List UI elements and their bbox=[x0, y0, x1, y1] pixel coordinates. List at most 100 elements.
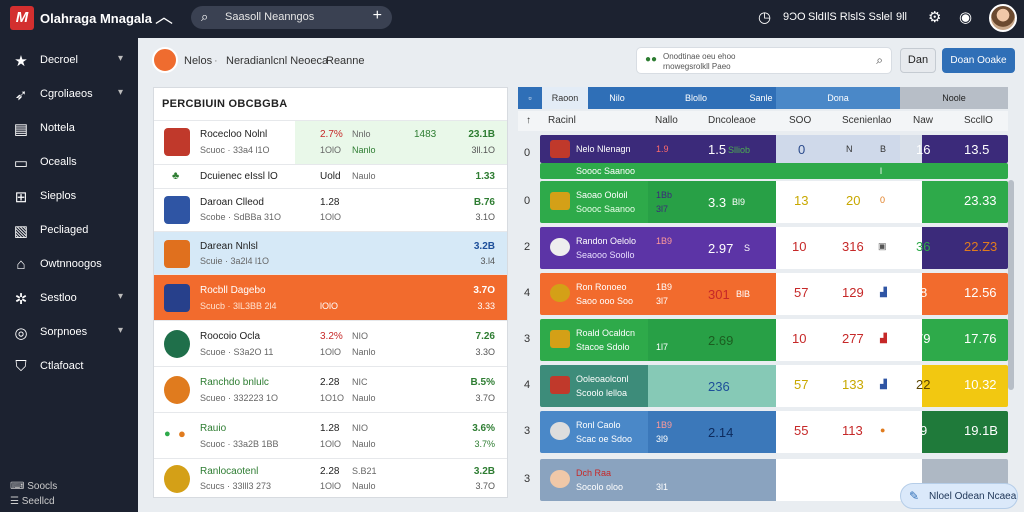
match-row[interactable]: 0 Nelo Nlenagn 1.9 1.5 Slliob 0 N B 16 1… bbox=[518, 135, 1008, 179]
sidebar-item-6[interactable]: ▧ Pecliaged bbox=[0, 216, 138, 246]
table-row[interactable]: Darean Nnlsl Scuie · 3a2l4 l1O 3.2B 3.l4 bbox=[154, 231, 507, 274]
column-header[interactable]: Nilo bbox=[588, 87, 646, 109]
sidebar-item-label: Owtnnoogos bbox=[40, 258, 102, 270]
match-row[interactable]: 3 Ronl Caolo Scac oe Sdoo 1B9 3l9 2.14 5… bbox=[518, 411, 1008, 453]
doc-icon[interactable]: ▣ bbox=[878, 241, 887, 251]
team-logo bbox=[152, 47, 178, 73]
row-index: 3 bbox=[524, 333, 531, 345]
stat-value: 133 bbox=[842, 377, 864, 392]
filter-input[interactable]: ●● Onodtinae oeu ehoo rnowegsrolkll Paeo… bbox=[636, 47, 892, 74]
sidebar-item-7[interactable]: ⌂ Owtnnoogos bbox=[0, 250, 138, 280]
chart-icon[interactable]: ▟ bbox=[880, 379, 887, 389]
stat-value: 1Bb bbox=[656, 190, 673, 200]
sidebar-item-5[interactable]: ⊞ Sieplos bbox=[0, 182, 138, 212]
topbar-stat[interactable]: 9ƆO bbox=[783, 11, 806, 23]
sidebar-item-8[interactable]: ✲ Sestloo ▾ bbox=[0, 284, 138, 314]
breadcrumb-item-1[interactable]: Nelos bbox=[184, 55, 213, 67]
match-row[interactable]: 3 Roald Ocaldcn Stacoe Sdolo 1l7 2.69 10… bbox=[518, 319, 1008, 361]
app-logo[interactable]: M bbox=[10, 6, 34, 30]
stat-value: 1B9 bbox=[656, 282, 673, 292]
topbar-links[interactable]: SldIlS RlslS Sslel bbox=[808, 11, 893, 23]
odds-value: 13.5 bbox=[964, 142, 990, 157]
odds-value: 7.26 bbox=[475, 331, 495, 342]
stat-label: Nnlo bbox=[352, 129, 371, 139]
table-row[interactable]: Ranlocaotenl Scucs · 33lll3 273 2.28 1Ol… bbox=[154, 458, 507, 498]
table-row[interactable]: Daroan Clleod Scobe · SdBBa 31O 1.28 1Ol… bbox=[154, 188, 507, 231]
search-bar[interactable]: ⌕ Saasoll Neanngos + bbox=[191, 6, 392, 29]
row-index: 2 bbox=[524, 241, 531, 253]
odds-sub: 3.7O bbox=[475, 393, 495, 403]
sort-icon[interactable]: ↑ bbox=[526, 115, 531, 126]
team-name: Roocoio Ocla bbox=[200, 331, 261, 342]
add-icon[interactable]: + bbox=[372, 7, 382, 24]
search-input[interactable]: Saasoll Neanngos bbox=[225, 11, 315, 23]
team-badge-icon bbox=[550, 330, 570, 348]
ball-icon[interactable]: ● bbox=[880, 425, 886, 435]
sidebar-item-2[interactable]: ➶ Cgroliaeos ▾ bbox=[0, 80, 138, 110]
chevron-down-icon: ▾ bbox=[118, 87, 124, 98]
stat-value: 13 bbox=[794, 193, 809, 208]
row-index: 0 bbox=[524, 147, 531, 159]
vertical-scrollbar[interactable] bbox=[1008, 180, 1014, 390]
stat-sub: S bbox=[744, 243, 751, 253]
stat-value: 3.2% bbox=[320, 331, 343, 342]
clock-icon[interactable]: ◷ bbox=[758, 9, 772, 26]
team-badge-icon bbox=[164, 465, 190, 493]
column-header[interactable]: Sanle bbox=[746, 87, 776, 109]
odds-value: 10.32 bbox=[964, 377, 997, 392]
search-icon[interactable]: ⌕ bbox=[876, 53, 883, 67]
sidebar-item-label: Pecliaged bbox=[40, 224, 89, 236]
sidebar-item-3[interactable]: ▤ Nottela bbox=[0, 114, 138, 144]
breadcrumb-item-2[interactable]: Neradianlcnl Neoeca bbox=[226, 55, 329, 67]
topbar-count[interactable]: 9ll bbox=[896, 11, 908, 23]
team-badge-icon bbox=[550, 140, 570, 158]
shield-icon: ⛉ bbox=[15, 358, 27, 375]
chevron-up-icon[interactable]: ︿ bbox=[155, 7, 173, 27]
odds-sub: 3ll.1O bbox=[471, 145, 495, 155]
gear-icon[interactable]: ⚙ bbox=[928, 9, 942, 26]
sidebar-item-label: Decroel bbox=[40, 54, 78, 66]
match-row[interactable]: 0 Saoao Ooloil Soooc Saanoo 1Bb 3l7 3.3 … bbox=[518, 181, 1008, 223]
primary-action-button[interactable]: Doan Ooake bbox=[942, 48, 1015, 73]
chat-button[interactable]: ✎ Nloel Odean Ncaea bbox=[900, 483, 1018, 509]
column-header[interactable]: Blollo bbox=[646, 87, 746, 109]
score-value: 3.3 bbox=[708, 195, 727, 210]
table-row[interactable]: Ranchdo bnlulc Scueo · 332223 1O 2.28 1O… bbox=[154, 366, 507, 412]
odds-sub: 3.3O bbox=[475, 347, 495, 357]
table-row[interactable]: Rocecloo Nolnl Scuoc · 33a4 l1O 2.7% 1Ol… bbox=[154, 120, 507, 164]
standings-panel: PERCBIUIN OBCBGBA Rocecloo Nolnl Scuoc ·… bbox=[153, 87, 508, 498]
stat-value: 1.28 bbox=[320, 197, 340, 208]
sidebar-item-10[interactable]: ⛉ Ctlafoact bbox=[0, 352, 138, 382]
sidebar-item-1[interactable]: ★ Decroel ▾ bbox=[0, 46, 138, 76]
dan-button[interactable]: Dan bbox=[900, 48, 936, 73]
sidebar-item-9[interactable]: ◎ Sorpnoes ▾ bbox=[0, 318, 138, 348]
record-icon[interactable]: ◉ bbox=[959, 9, 973, 26]
breadcrumb-sep: · bbox=[314, 55, 318, 67]
match-row[interactable]: 4 Ooleoaolconl Scoolo lelloa 236 57 133 … bbox=[518, 365, 1008, 407]
chart-icon[interactable]: ▟ bbox=[880, 287, 887, 297]
team-sub: Saoo ooo Soo bbox=[576, 296, 634, 306]
table-row[interactable]: ● ● Rauio Scuoc · 33a2B 1BB 1.28 1OlO NI… bbox=[154, 412, 507, 458]
column-header[interactable]: Raoon bbox=[542, 87, 588, 109]
table-row[interactable]: ♣ Dcuienec eIssl lO Uold Naulo 1.33 bbox=[154, 164, 507, 188]
odds-value: B.76 bbox=[473, 197, 495, 208]
stat-sub: 1O1O bbox=[320, 393, 345, 403]
sidebar-item-4[interactable]: ▭ Ocealls bbox=[0, 148, 138, 178]
match-row[interactable]: 2 Randon Oelolo Seaooo Soollo 1B9 2.97 S… bbox=[518, 227, 1008, 269]
column-header[interactable]: Dona bbox=[776, 87, 900, 109]
table-row[interactable]: Roocoio Ocla Scuoe · S3a2O 11 3.2% 1OlO … bbox=[154, 320, 507, 366]
row-index: 4 bbox=[524, 379, 531, 391]
avatar[interactable] bbox=[989, 4, 1017, 32]
match-row[interactable]: 4 Ron Ronoeo Saoo ooo Soo 1B9 3l7 301 Bl… bbox=[518, 273, 1008, 315]
stat-value: 55 bbox=[794, 423, 809, 438]
team-name: Ranchdo bnlulc bbox=[200, 377, 269, 388]
team-sub: Scac oe Sdoo bbox=[576, 434, 633, 444]
chart-icon[interactable]: ▟ bbox=[880, 333, 887, 343]
sidebar-footer-2[interactable]: ☰ Seellcd bbox=[10, 496, 55, 507]
team-name: Roald Ocaldcn bbox=[576, 328, 636, 338]
table-row-selected[interactable]: Rocbll Dagebo Scucb · 3lL3BB 2l4 lOlO 3.… bbox=[154, 274, 507, 320]
column-header[interactable]: Noole bbox=[900, 87, 1008, 109]
breadcrumb-item-3[interactable]: Reanne bbox=[326, 55, 365, 67]
sidebar-footer-1[interactable]: ⌨ Soocls bbox=[10, 481, 57, 492]
ball-icon: ● bbox=[178, 426, 186, 441]
